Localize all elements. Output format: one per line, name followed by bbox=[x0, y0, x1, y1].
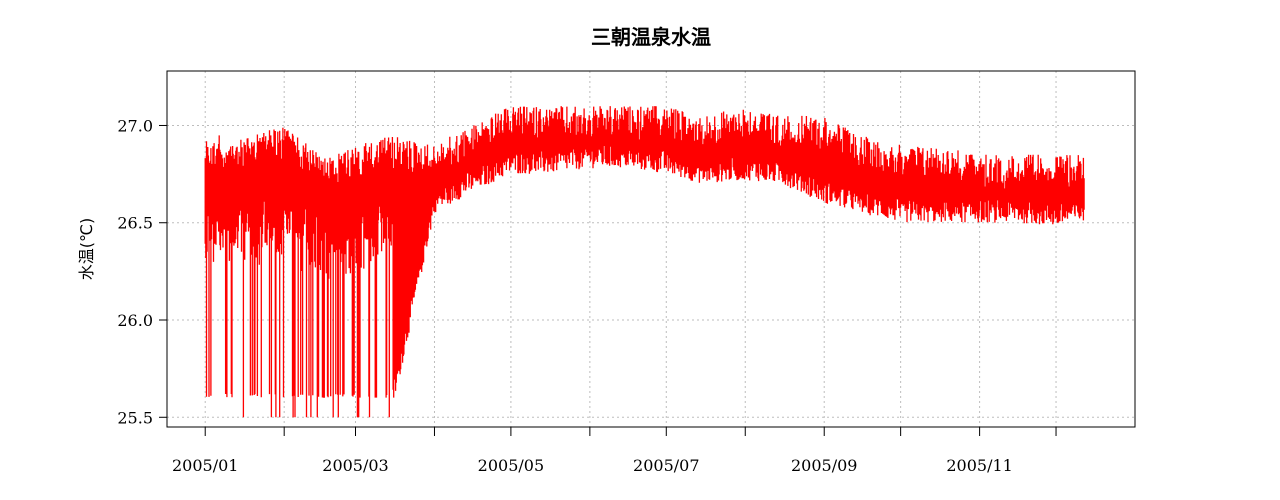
x-tick-label: 2005/05 bbox=[478, 456, 544, 475]
y-tick-label: 27.0 bbox=[117, 116, 153, 135]
y-tick-label: 26.5 bbox=[117, 214, 153, 233]
x-tick-label: 2005/07 bbox=[633, 456, 699, 475]
x-tick-label: 2005/09 bbox=[791, 456, 857, 475]
x-tick-label: 2005/03 bbox=[322, 456, 388, 475]
y-tick-label: 25.5 bbox=[117, 408, 153, 427]
x-axis: 2005/01 2005/03 2005/05 2005/07 2005/09 2005/… bbox=[172, 427, 1057, 475]
temperature-series bbox=[204, 106, 1085, 418]
plot-frame bbox=[166, 70, 1136, 428]
x-tick-label: 2005/11 bbox=[946, 456, 1012, 475]
y-axis: 25.5 26.0 26.5 27.0 bbox=[117, 116, 167, 427]
chart-title: 三朝温泉水温 bbox=[591, 25, 711, 49]
y-axis-label: 水温(℃) bbox=[77, 218, 96, 280]
x-tick-label: 2005/01 bbox=[172, 456, 238, 475]
series-line bbox=[204, 106, 1085, 418]
y-tick-label: 26.0 bbox=[117, 311, 153, 330]
